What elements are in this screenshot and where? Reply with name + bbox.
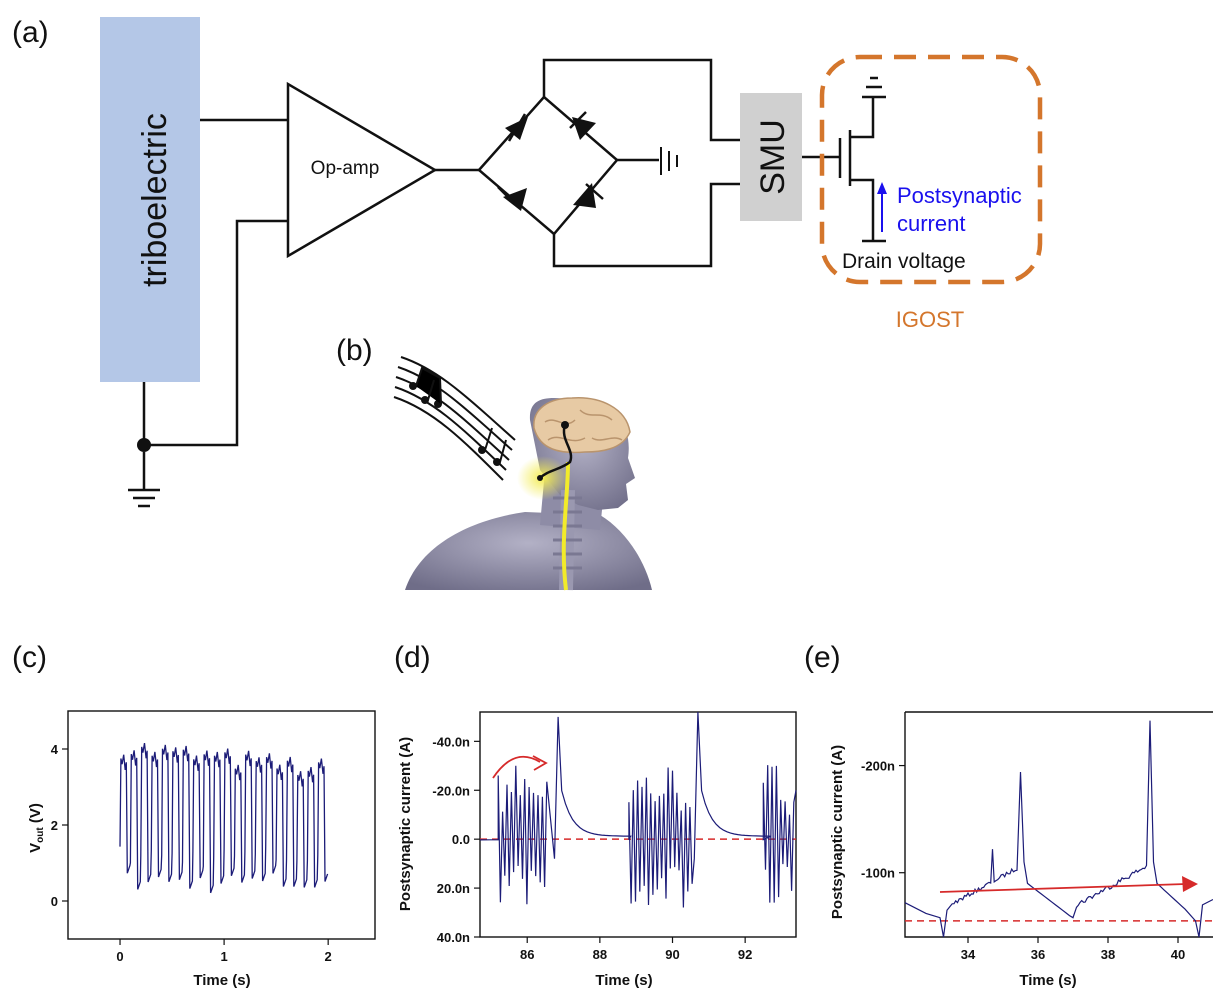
postsynaptic-label-2: current (897, 211, 965, 236)
chart-d-red-arrowhead (532, 755, 548, 771)
opamp-triangle: Op-amp (286, 81, 438, 259)
panel-label-c: (c) (12, 641, 47, 674)
chart-d-trace (479, 711, 797, 908)
diode-bridge (477, 58, 740, 268)
chart-e-xlabel: Time (s) (1019, 972, 1076, 989)
chart-e-ytick-label: -100n (861, 866, 895, 881)
chart-e-xtick-label: 36 (1031, 947, 1045, 962)
chart-e: 34 36 38 40 -200n -100n Time (s) Postsynapti… (829, 711, 1213, 989)
chart-c-xtick-label: 2 (325, 949, 332, 964)
chart-e-xtick-label: 38 (1101, 947, 1115, 962)
ear-brain-illustration (393, 356, 652, 591)
chart-e-ylabel: Postsynaptic current (A) (829, 745, 846, 919)
chart-d-xtick-label: 86 (520, 947, 534, 962)
chart-c-ytick-label: 0 (51, 894, 58, 909)
drain-voltage-label: Drain voltage (842, 250, 966, 273)
chart-c-ytick-label: 2 (51, 818, 58, 833)
panel-label-a: (a) (12, 16, 49, 49)
chart-d-ytick-label: 40.0n (437, 930, 470, 945)
opamp-label: Op-amp (311, 158, 380, 179)
chart-e-xtick-label: 34 (961, 947, 976, 962)
ground-symbol-left (128, 452, 160, 508)
chart-c-trace (119, 742, 329, 894)
chart-d-ytick-label: -40.0n (432, 734, 470, 749)
igost-transistor (819, 54, 1043, 285)
panel-label-d: (d) (394, 641, 431, 674)
chart-e-ytick-label: -200n (861, 759, 895, 774)
junction-node (137, 438, 151, 452)
chart-c-xtick-label: 0 (116, 949, 123, 964)
chart-d-xlabel: Time (s) (595, 972, 652, 989)
chart-e-red-arrow (939, 883, 1187, 893)
chart-c-xlabel: Time (s) (193, 972, 250, 989)
chart-d-ytick-label: -20.0n (432, 783, 470, 798)
chart-c-xtick-label: 1 (220, 949, 227, 964)
chart-c: 0 1 2 0 2 4 Time (s) Vout (V) (27, 710, 376, 989)
chart-e-trace (904, 720, 1213, 938)
postsynaptic-label-1: Postsynaptic (897, 183, 1022, 208)
chart-d-ylabel: Postsynaptic current (A) (397, 737, 414, 911)
smu-block: SMU (740, 93, 802, 221)
chart-d: 86 88 90 92 -40.0n -20.0n 0.0 20.0n 40.0n Time … (397, 711, 797, 989)
panel-label-e: (e) (804, 641, 841, 674)
wire-ground-to-opamp (142, 219, 288, 447)
chart-c-ylabel: Vout (V) (27, 803, 46, 853)
panel-label-b: (b) (336, 334, 373, 367)
chart-e-red-arrowhead (1182, 876, 1198, 892)
triboelectric-label: triboelectric (136, 113, 174, 287)
ground-symbol-bridge (660, 147, 678, 175)
chart-e-xtick-label: 40 (1171, 947, 1185, 962)
triboelectric-block: triboelectric (100, 17, 200, 382)
smu-label: SMU (754, 119, 792, 195)
chart-c-ytick-label: 4 (51, 742, 59, 757)
chart-d-red-arrow (492, 756, 541, 779)
chart-d-ytick-label: 20.0n (437, 881, 470, 896)
chart-d-xtick-label: 90 (665, 947, 679, 962)
chart-d-xtick-label: 92 (738, 947, 752, 962)
igost-label: IGOST (896, 307, 964, 332)
chart-d-xtick-label: 88 (593, 947, 607, 962)
chart-d-ytick-label: 0.0 (452, 832, 470, 847)
